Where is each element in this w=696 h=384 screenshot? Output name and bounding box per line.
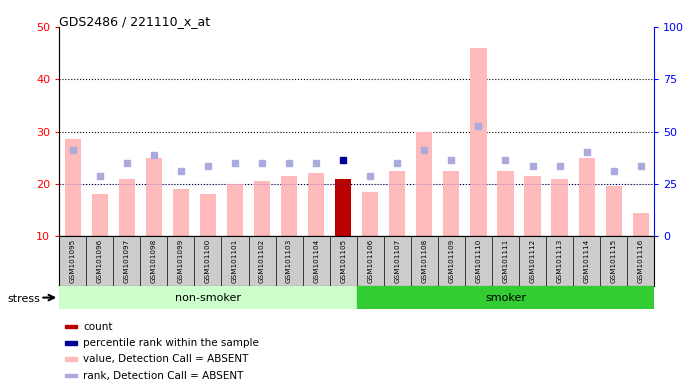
- Bar: [335, 179, 351, 236]
- Text: value, Detection Call = ABSENT: value, Detection Call = ABSENT: [83, 354, 248, 364]
- Text: GSM101110: GSM101110: [475, 239, 482, 283]
- Bar: [308, 174, 324, 236]
- Bar: [65, 139, 81, 236]
- Text: GSM101096: GSM101096: [97, 239, 103, 283]
- Bar: [59, 286, 357, 309]
- Bar: [92, 194, 108, 236]
- Text: GSM101097: GSM101097: [124, 239, 129, 283]
- Bar: [65, 341, 77, 345]
- Text: rank, Detection Call = ABSENT: rank, Detection Call = ABSENT: [83, 371, 244, 381]
- Text: stress: stress: [7, 294, 40, 304]
- Bar: [335, 179, 351, 236]
- Text: GSM101111: GSM101111: [503, 239, 509, 283]
- Text: GSM101106: GSM101106: [367, 239, 373, 283]
- Bar: [606, 187, 622, 236]
- Text: GSM101105: GSM101105: [340, 239, 346, 283]
- Text: GSM101099: GSM101099: [178, 239, 184, 283]
- Text: GSM101109: GSM101109: [448, 239, 454, 283]
- Text: smoker: smoker: [485, 293, 526, 303]
- Text: GSM101115: GSM101115: [610, 239, 617, 283]
- Bar: [65, 374, 77, 377]
- Text: percentile rank within the sample: percentile rank within the sample: [83, 338, 259, 348]
- Text: GSM101101: GSM101101: [232, 239, 238, 283]
- Text: GSM101112: GSM101112: [530, 239, 535, 283]
- Bar: [65, 358, 77, 361]
- Bar: [254, 181, 270, 236]
- Bar: [498, 171, 514, 236]
- Bar: [227, 184, 243, 236]
- Bar: [416, 131, 432, 236]
- Text: GSM101103: GSM101103: [286, 239, 292, 283]
- Text: GSM101108: GSM101108: [421, 239, 427, 283]
- Bar: [470, 48, 487, 236]
- Bar: [281, 176, 297, 236]
- Text: GSM101102: GSM101102: [259, 239, 265, 283]
- Bar: [173, 189, 189, 236]
- Bar: [551, 179, 568, 236]
- Text: GSM101095: GSM101095: [70, 239, 76, 283]
- Bar: [633, 213, 649, 236]
- Text: GSM101114: GSM101114: [584, 239, 590, 283]
- Text: count: count: [83, 322, 113, 332]
- Bar: [200, 194, 216, 236]
- Text: GSM101107: GSM101107: [394, 239, 400, 283]
- Bar: [389, 171, 405, 236]
- Bar: [443, 171, 459, 236]
- Text: GDS2486 / 221110_x_at: GDS2486 / 221110_x_at: [59, 15, 210, 28]
- Bar: [524, 176, 541, 236]
- Text: GSM101100: GSM101100: [205, 239, 211, 283]
- Text: non-smoker: non-smoker: [175, 293, 241, 303]
- Bar: [65, 325, 77, 328]
- Bar: [362, 192, 379, 236]
- Text: GSM101113: GSM101113: [557, 239, 562, 283]
- Text: GSM101098: GSM101098: [151, 239, 157, 283]
- Text: GSM101116: GSM101116: [638, 239, 644, 283]
- Bar: [578, 158, 595, 236]
- Bar: [357, 286, 654, 309]
- Bar: [145, 158, 162, 236]
- Text: GSM101104: GSM101104: [313, 239, 319, 283]
- Bar: [118, 179, 135, 236]
